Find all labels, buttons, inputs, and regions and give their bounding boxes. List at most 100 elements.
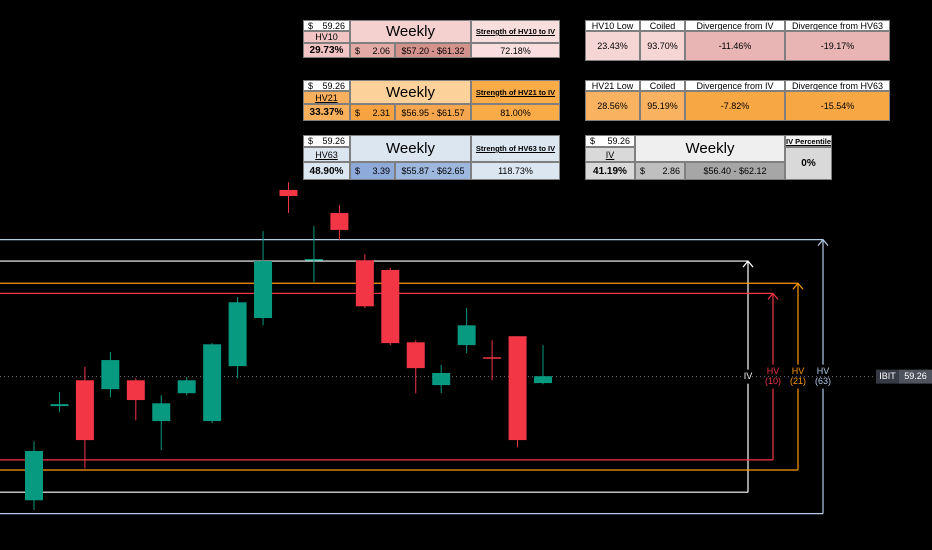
currency: $: [355, 107, 361, 118]
price: 59.26: [322, 80, 345, 91]
stat-value-cell: -11.46%: [685, 31, 785, 61]
percentile-cell: 0%: [785, 147, 832, 180]
candle-body: [152, 403, 171, 422]
hv-value: 33.37%: [309, 107, 344, 118]
range: $56.95 - $61.57: [401, 107, 465, 118]
range-label-bg: [812, 364, 834, 389]
header-cell: Weekly: [350, 20, 471, 43]
strength: 81.00%: [500, 107, 531, 118]
stat-value-cell: -7.82%: [685, 91, 785, 121]
value-cell: 48.90%: [303, 162, 350, 180]
range-label: HV: [767, 366, 780, 376]
header: Weekly: [386, 140, 435, 157]
stat-header-cell: HV10 Low: [585, 20, 640, 31]
stat-value-cell: -19.17%: [785, 31, 890, 61]
range-label: HV: [792, 366, 805, 376]
range-cell: $57.20 - $61.32: [395, 43, 471, 58]
range-label: HV: [817, 366, 830, 376]
candle-body: [177, 380, 196, 394]
stat-value: -11.46%: [718, 41, 752, 51]
strength-label: Strength of HV10 to IV: [475, 27, 556, 36]
strength: 72.18%: [500, 45, 531, 56]
range-label: (10): [765, 376, 781, 386]
header-cell: Weekly: [350, 80, 471, 104]
name-cell: HV10: [303, 31, 350, 43]
range-cell: $56.40 - $62.12: [685, 162, 785, 180]
price: 59.26: [607, 136, 630, 146]
stat-value: 93.70%: [647, 41, 678, 51]
stat-header: HV10 Low: [591, 20, 634, 31]
candle-body: [508, 336, 527, 441]
currency: $: [590, 136, 596, 146]
candle-body: [203, 344, 222, 422]
symbol-tag-bg: [876, 369, 899, 384]
move: 3.39: [372, 166, 390, 176]
percentile-label-cell: IV Percentile: [785, 135, 832, 147]
strength-label-cell: Strength of HV10 to IV: [471, 20, 560, 43]
hv-name: HV10: [315, 32, 338, 42]
stat-header: Divergence from IV: [696, 20, 774, 31]
candle-body: [254, 261, 273, 319]
range-arrow: [817, 238, 829, 247]
range-label-bg: [787, 364, 809, 389]
stat-header: Coiled: [649, 20, 676, 31]
strength-label-cell: Strength of HV21 to IV: [471, 80, 560, 104]
hv-name: HV63: [315, 149, 338, 160]
stat-value: -7.82%: [720, 101, 750, 111]
candle-body: [75, 380, 94, 441]
stat-value-cell: 23.43%: [585, 31, 640, 61]
name-cell: HV63: [303, 147, 350, 162]
stat-value: 28.56%: [597, 101, 628, 111]
currency: $: [308, 20, 314, 31]
strength-label: Strength of HV63 to IV: [475, 144, 556, 153]
range-arrow: [742, 260, 754, 268]
percentile: 0%: [801, 158, 816, 169]
stat-header-cell: HV21 Low: [585, 80, 640, 91]
candle-body: [126, 380, 145, 401]
currency: $: [640, 166, 646, 176]
price: 59.26: [322, 20, 345, 31]
range-label: (63): [815, 376, 831, 386]
stat-header-cell: Coiled: [640, 80, 685, 91]
value-cell: 33.37%: [303, 104, 350, 121]
candle-body: [304, 259, 323, 261]
stat-value-cell: 95.19%: [640, 91, 685, 121]
range-label-bg: [762, 364, 784, 389]
candle-body: [457, 325, 476, 346]
candle-body: [228, 302, 247, 367]
candle-body: [50, 404, 69, 407]
percentile-label: IV Percentile: [785, 136, 832, 146]
header: Weekly: [386, 23, 435, 40]
stat-header: Divergence from HV63: [791, 80, 884, 91]
candle-body: [432, 372, 451, 386]
candle-body: [355, 260, 374, 307]
name-cell: HV21: [303, 91, 350, 104]
move-cell: $2.86: [635, 162, 685, 180]
header-cell: Weekly: [350, 135, 471, 162]
range-label: IV: [744, 371, 753, 381]
value-cell: 29.73%: [303, 43, 350, 58]
candle-body: [483, 357, 502, 359]
strength: 118.73%: [498, 166, 533, 176]
candle-body: [25, 450, 43, 501]
strength-label: Strength of HV21 to IV: [475, 87, 556, 97]
candle-body: [279, 189, 298, 196]
price-cell: $59.26: [585, 135, 635, 147]
stat-header: Divergence from IV: [696, 80, 774, 91]
price: 59.26: [322, 136, 345, 146]
candle-body: [534, 376, 552, 384]
stat-header-cell: Divergence from IV: [685, 20, 785, 31]
stat-header: Divergence from HV63: [791, 20, 884, 31]
hv-value: 29.73%: [309, 45, 344, 56]
price-cell: $59.26: [303, 135, 350, 147]
hv-value: 48.90%: [309, 165, 344, 177]
strength-cell: 118.73%: [471, 162, 560, 180]
candle-body: [406, 342, 425, 369]
iv-name: IV: [605, 149, 615, 160]
stat-value: -15.54%: [820, 101, 855, 111]
strength-cell: 81.00%: [471, 104, 560, 121]
value-cell: 41.19%: [585, 162, 635, 180]
stat-header-cell: Divergence from HV63: [785, 20, 890, 31]
